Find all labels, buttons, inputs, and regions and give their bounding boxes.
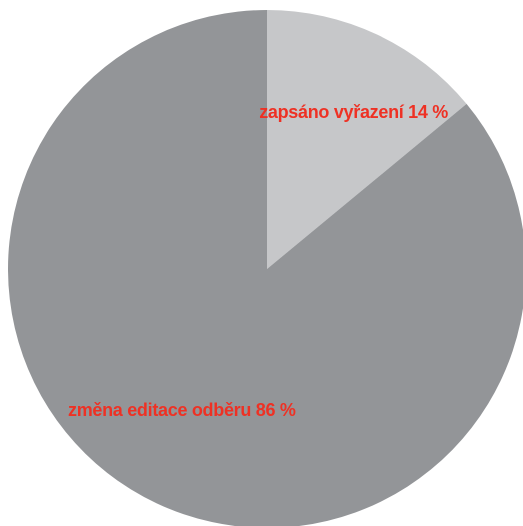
slice-label-zmena-editace-odberu: změna editace odběru 86 %: [68, 400, 296, 420]
pie-labels: zapsáno vyřazení 14 % změna editace odbě…: [68, 102, 449, 420]
pie-slices: [8, 10, 523, 526]
pie-slice-zapsano-vyrazeni: [267, 10, 467, 269]
slice-label-zapsano-vyrazeni: zapsáno vyřazení 14 %: [259, 102, 448, 122]
pie-slice-zmena-editace-odberu: [8, 10, 523, 526]
